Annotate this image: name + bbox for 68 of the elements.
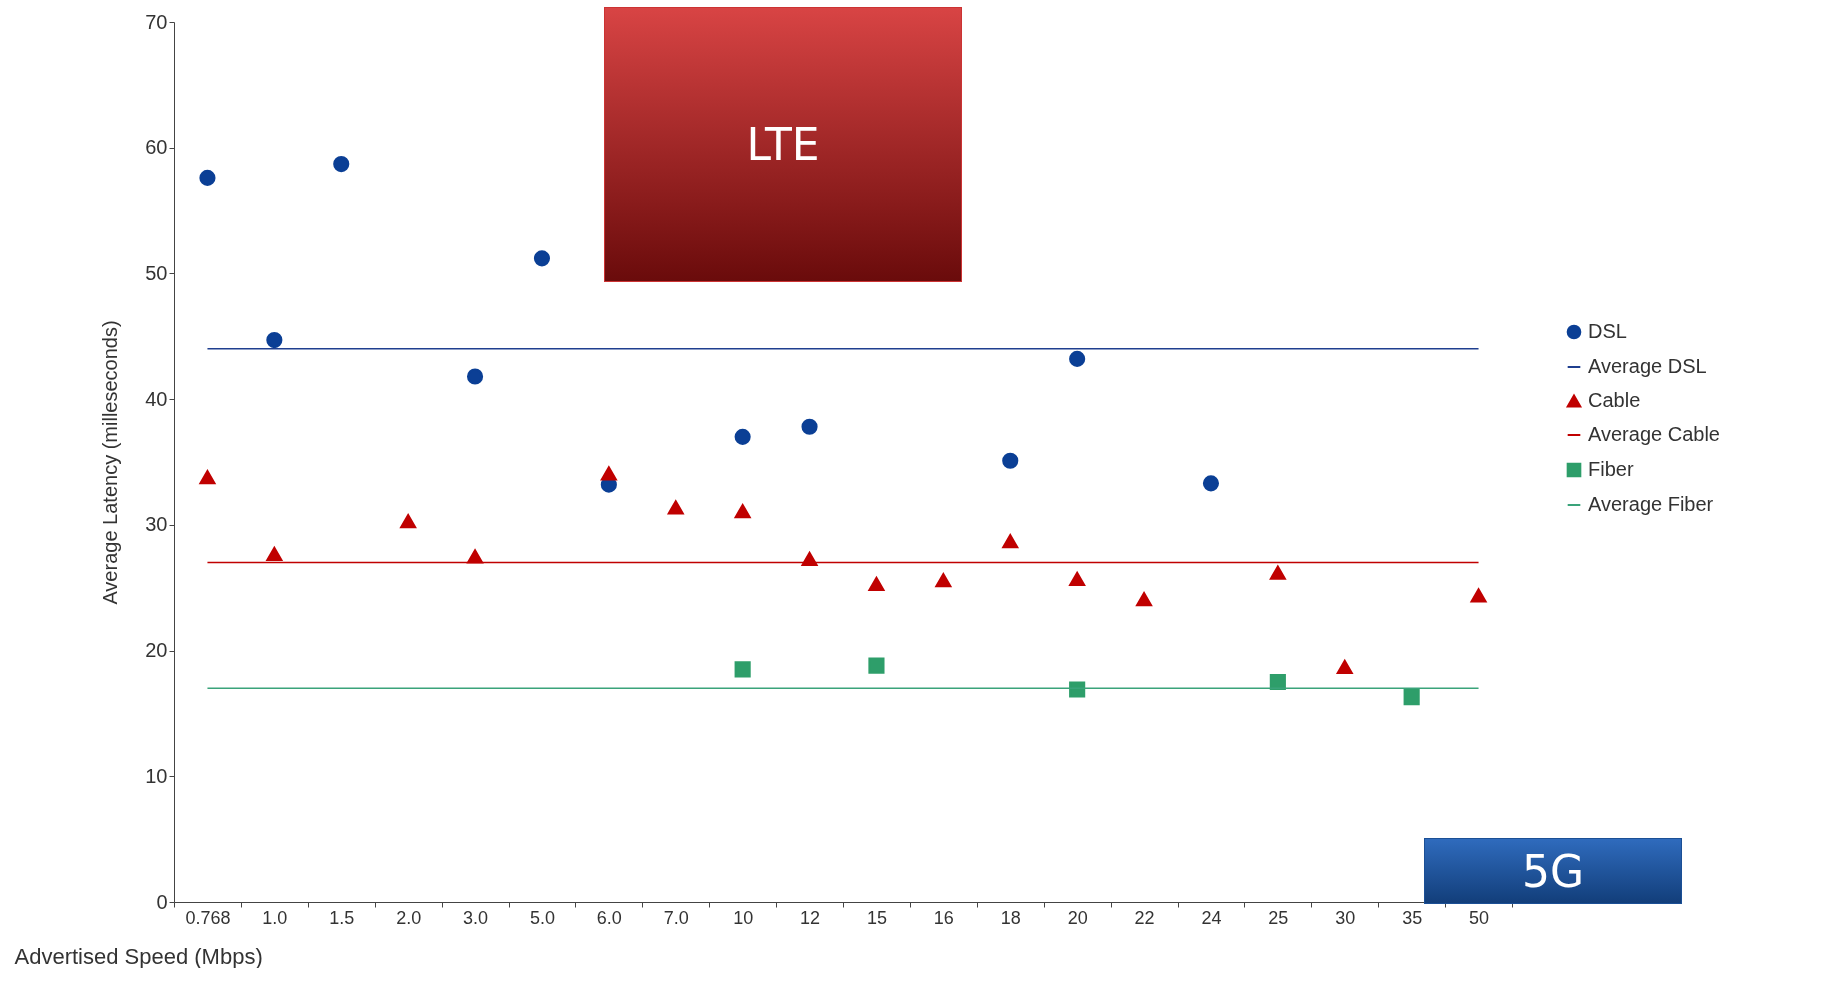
y-tick-label: 60 xyxy=(145,136,168,159)
x-tick-label: 5.0 xyxy=(529,907,555,928)
x-tick-label: 50 xyxy=(1469,907,1490,928)
legend-label: Average Cable xyxy=(1588,423,1720,445)
y-tick-label: 70 xyxy=(145,10,168,33)
x-tick-label: 7.0 xyxy=(663,907,689,928)
label-panel: 5G xyxy=(1424,838,1682,904)
point xyxy=(1336,659,1353,675)
y-tick-label: 10 xyxy=(145,764,168,787)
y-tick-label: 20 xyxy=(145,639,168,662)
legend-label: Cable xyxy=(1588,389,1641,411)
x-tick-label: 15 xyxy=(866,907,887,928)
x-tick-label: 10 xyxy=(733,907,754,928)
x-tick-label: 35 xyxy=(1402,907,1423,928)
point xyxy=(400,513,417,529)
point xyxy=(333,156,350,173)
point xyxy=(734,503,751,519)
x-axis-title: Advertised Speed (Mbps) xyxy=(14,943,263,969)
x-tick-label: 30 xyxy=(1335,907,1356,928)
point xyxy=(868,576,885,592)
x-tick-label: 20 xyxy=(1067,907,1088,928)
point xyxy=(199,169,216,186)
point xyxy=(533,250,551,267)
x-tick-label: 6.0 xyxy=(596,907,622,928)
x-tick-label: 1.0 xyxy=(262,907,288,928)
legend-label: DSL xyxy=(1588,320,1627,342)
point xyxy=(1002,452,1019,469)
legend-label: Average DSL xyxy=(1588,355,1707,377)
y-tick-label: 30 xyxy=(145,513,168,536)
point xyxy=(1470,588,1487,603)
y-tick-label: 40 xyxy=(145,387,168,410)
point xyxy=(466,368,484,385)
point xyxy=(1002,534,1019,549)
x-tick-label: 2.0 xyxy=(396,907,422,928)
point xyxy=(1069,350,1086,367)
point xyxy=(1269,565,1286,580)
point xyxy=(1202,475,1220,492)
point xyxy=(1135,591,1153,607)
x-tick-label: 1.5 xyxy=(329,907,355,928)
point xyxy=(667,500,684,515)
point xyxy=(266,332,283,349)
legend-label: Fiber xyxy=(1588,458,1634,480)
x-tick-label: 12 xyxy=(800,907,821,928)
point xyxy=(1069,681,1086,698)
y-axis-title: Average Latency (milleseconds) xyxy=(99,320,122,605)
label-panel: LTE xyxy=(604,7,962,282)
x-tick-label: 25 xyxy=(1268,907,1289,928)
point xyxy=(734,428,751,445)
x-tick-label: 0.768 xyxy=(185,907,231,928)
x-tick-label: 18 xyxy=(1000,907,1021,928)
point xyxy=(1269,673,1286,691)
point xyxy=(600,466,617,481)
point xyxy=(801,418,818,435)
y-tick-label: 50 xyxy=(145,261,168,284)
point xyxy=(199,469,216,485)
point xyxy=(1069,571,1086,587)
point xyxy=(801,551,818,566)
x-tick-label: 3.0 xyxy=(463,907,489,928)
point xyxy=(935,573,952,588)
legend-label: Average Fiber xyxy=(1588,493,1714,515)
point xyxy=(734,661,751,678)
x-tick-label: 16 xyxy=(933,907,954,928)
y-tick-label: 0 xyxy=(156,890,168,913)
point xyxy=(266,546,283,561)
x-tick-label: 22 xyxy=(1134,907,1155,928)
x-tick-label: 24 xyxy=(1201,907,1222,928)
point xyxy=(1403,689,1420,706)
point xyxy=(868,657,885,674)
